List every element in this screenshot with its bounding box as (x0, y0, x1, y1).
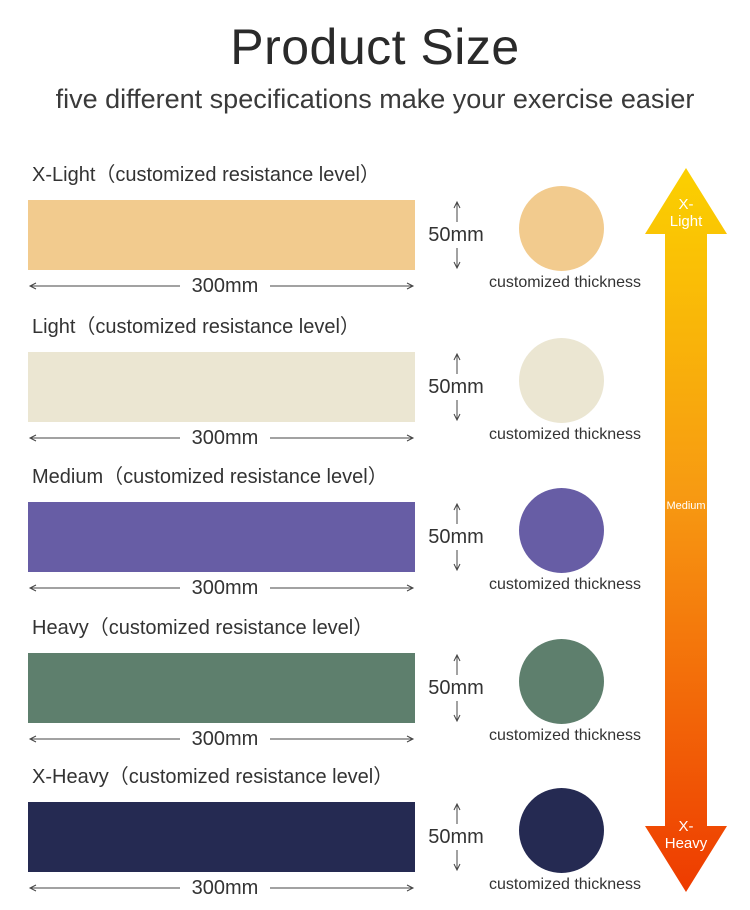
thickness-label: customized thickness (488, 576, 642, 593)
band-label: Heavy（customized resistance level） (32, 617, 374, 639)
band-swatch (28, 352, 415, 422)
scale-top-label: X- Light (669, 196, 703, 230)
band-label: Light（customized resistance level） (32, 316, 360, 338)
band-swatch (28, 200, 415, 270)
page-title: Product Size (230, 19, 520, 75)
band-row-heavy: Heavy（customized resistance level） 300mm… (0, 611, 750, 761)
scale-bottom-label: X- Heavy (664, 818, 708, 852)
thickness-label: customized thickness (488, 876, 642, 893)
band-swatch (28, 802, 415, 872)
thickness-circle (519, 639, 604, 724)
band-label: X-Light（customized resistance level） (32, 164, 380, 186)
width-label: 50mm (424, 222, 488, 248)
thickness-circle (519, 488, 604, 573)
band-row-x-light: X-Light（customized resistance level） 300… (0, 158, 750, 308)
band-swatch (28, 653, 415, 723)
width-label: 50mm (424, 524, 488, 550)
width-label: 50mm (424, 824, 488, 850)
band-row-x-heavy: X-Heavy（customized resistance level） 300… (0, 760, 750, 910)
thickness-label: customized thickness (488, 426, 642, 443)
band-swatch (28, 502, 415, 572)
length-label: 300mm (180, 876, 270, 900)
thickness-label: customized thickness (488, 274, 642, 291)
width-label: 50mm (424, 675, 488, 701)
length-label: 300mm (180, 426, 270, 450)
scale-middle-label: Medium (666, 500, 706, 512)
band-label: X-Heavy（customized resistance level） (32, 766, 394, 788)
length-label: 300mm (180, 727, 270, 751)
length-label: 300mm (180, 576, 270, 600)
thickness-circle (519, 338, 604, 423)
page-subtitle: five different specifications make your … (55, 84, 695, 114)
length-label: 300mm (180, 274, 270, 298)
thickness-circle (519, 788, 604, 873)
resistance-scale-arrow-icon (645, 168, 727, 892)
band-row-medium: Medium（customized resistance level） 300m… (0, 460, 750, 610)
band-label: Medium（customized resistance level） (32, 466, 388, 488)
thickness-label: customized thickness (488, 727, 642, 744)
thickness-circle (519, 186, 604, 271)
band-row-light: Light（customized resistance level） 300mm… (0, 310, 750, 460)
width-label: 50mm (424, 374, 488, 400)
